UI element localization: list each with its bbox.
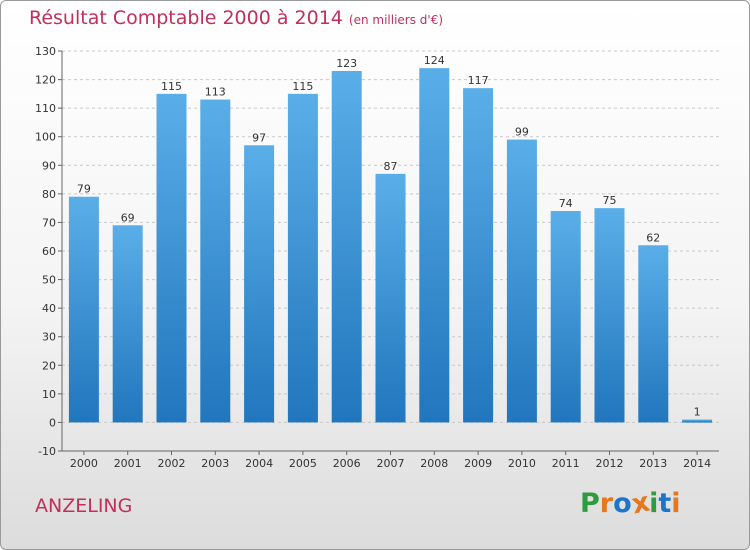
location-name: ANZELING: [35, 495, 133, 517]
data-label: 97: [252, 131, 266, 144]
x-tick-label: 2003: [201, 457, 229, 470]
bar: [638, 245, 669, 423]
bar: [112, 225, 143, 423]
x-tick-label: 2005: [289, 457, 317, 470]
x-tick-label: 2006: [333, 457, 361, 470]
bar: [331, 71, 362, 423]
y-tick-label: 10: [42, 388, 56, 401]
data-label: 124: [424, 54, 445, 67]
bar: [68, 196, 99, 423]
y-tick-label: 0: [49, 416, 56, 429]
y-tick-label: 110: [35, 102, 56, 115]
data-label: 1: [694, 406, 701, 419]
logo-letter: r: [599, 488, 614, 519]
data-label: 62: [646, 231, 660, 244]
logo-letter: t: [658, 488, 672, 519]
data-label: 79: [77, 183, 91, 196]
logo-letter: i: [649, 488, 659, 519]
x-tick-label: 2009: [464, 457, 492, 470]
bar: [506, 139, 537, 423]
y-tick-label: 30: [42, 331, 56, 344]
bar: [200, 99, 231, 423]
x-tick-label: 2008: [420, 457, 448, 470]
logo-letter: o: [613, 488, 632, 519]
logo-letter: i: [671, 488, 681, 519]
data-label: 75: [603, 194, 617, 207]
y-tick-label: 120: [35, 74, 56, 87]
y-tick-label: 40: [42, 302, 56, 315]
y-tick-label: 50: [42, 274, 56, 287]
bar: [594, 208, 625, 423]
y-tick-label: 130: [35, 45, 56, 58]
data-label: 99: [515, 126, 529, 139]
bar: [419, 68, 450, 423]
bar: [156, 93, 187, 423]
bar: [682, 419, 713, 423]
bar: [463, 88, 494, 423]
bar: [550, 211, 581, 423]
y-tick-label: 90: [42, 159, 56, 172]
x-tick-label: 2014: [683, 457, 711, 470]
x-tick-label: 2013: [639, 457, 667, 470]
x-tick-label: 2011: [552, 457, 580, 470]
y-tick-label: -10: [38, 445, 56, 458]
bar: [287, 93, 318, 423]
y-tick-label: 100: [35, 131, 56, 144]
data-label: 115: [292, 80, 313, 93]
y-tick-label: 20: [42, 359, 56, 372]
chart-header: Résultat Comptable 2000 à 2014 (en millie…: [29, 7, 443, 29]
x-tick-label: 2000: [70, 457, 98, 470]
data-label: 113: [205, 86, 226, 99]
logo-letter: P: [580, 488, 600, 519]
x-tick-label: 2002: [158, 457, 186, 470]
x-tick-label: 2010: [508, 457, 536, 470]
y-tick-label: 60: [42, 245, 56, 258]
data-label: 69: [121, 211, 135, 224]
x-tick-label: 2012: [596, 457, 624, 470]
bar: [375, 173, 406, 423]
x-tick-label: 2007: [377, 457, 405, 470]
data-label: 74: [559, 197, 573, 210]
data-label: 87: [384, 160, 398, 173]
y-tick-label: 80: [42, 188, 56, 201]
chart-title: Résultat Comptable 2000 à 2014: [29, 7, 343, 29]
data-label: 123: [336, 57, 357, 70]
data-label: 115: [161, 80, 182, 93]
x-tick-label: 2001: [114, 457, 142, 470]
data-label: 117: [468, 74, 489, 87]
x-tick-label: 2004: [245, 457, 273, 470]
y-tick-label: 70: [42, 216, 56, 229]
proxiti-logo: Proxiti: [580, 487, 681, 521]
bar: [244, 145, 275, 423]
chart-unit: (en milliers d'€): [348, 13, 444, 27]
